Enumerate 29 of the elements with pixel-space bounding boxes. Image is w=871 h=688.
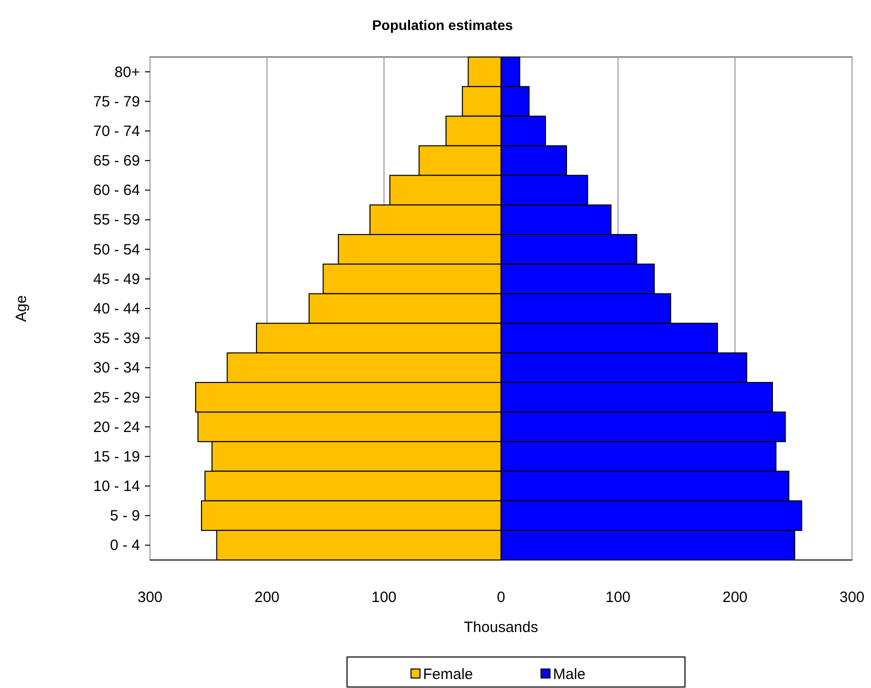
y-tick-label: 10 - 14 [93, 478, 140, 496]
y-tick-label: 15 - 19 [93, 448, 140, 466]
y-axis-title: Age [13, 295, 30, 322]
x-tick-label: 100 [371, 589, 397, 606]
y-tick-label: 80+ [114, 64, 140, 81]
y-tick-label: 0 - 4 [110, 537, 140, 554]
y-tick-label: 50 - 54 [93, 241, 140, 258]
x-tick-label: 300 [839, 589, 865, 606]
x-tick-label: 0 [496, 589, 506, 606]
legend-label: Female [423, 666, 474, 683]
x-tick-label: 100 [605, 589, 631, 606]
y-tick-label: 55 - 59 [93, 212, 140, 229]
y-tick-label: 60 - 64 [93, 182, 140, 200]
y-tick-label: 5 - 9 [110, 508, 140, 525]
x-tick-label: 300 [137, 589, 163, 606]
legend-label: Male [553, 666, 586, 683]
y-tick-label: 30 - 34 [93, 360, 140, 377]
y-tick-label: 75 - 79 [93, 93, 140, 110]
x-axis-title: Thousands [464, 619, 538, 636]
x-tick-label: 200 [254, 589, 280, 606]
y-tick-label: 65 - 69 [93, 152, 140, 170]
y-tick-label: 25 - 29 [93, 389, 140, 406]
y-tick-label: 70 - 74 [93, 122, 140, 140]
y-tick-label: 40 - 44 [93, 300, 140, 318]
y-tick-label: 35 - 39 [93, 330, 140, 348]
x-tick-label: 200 [722, 589, 748, 606]
y-tick-label: 45 - 49 [93, 270, 140, 288]
chart-title: Population estimates [372, 17, 514, 33]
y-tick-label: 20 - 24 [93, 418, 140, 436]
